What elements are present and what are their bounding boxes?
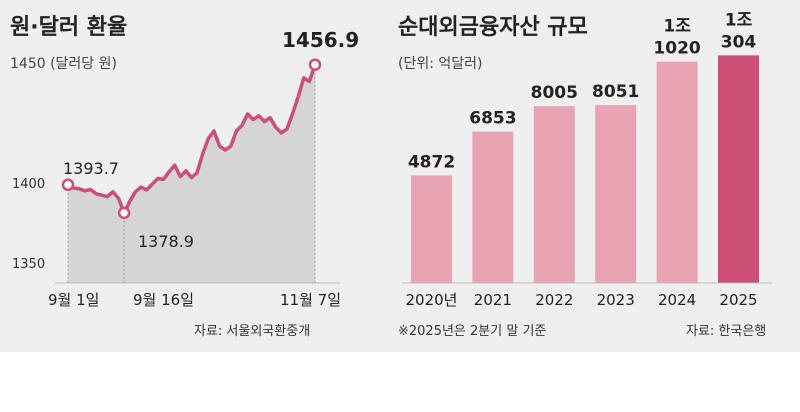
- x-tick-sep1: 9월 1일: [48, 291, 99, 309]
- bar-2025: [718, 55, 759, 283]
- exchange-rate-title: 원·달러 환율: [10, 15, 127, 40]
- bar-2021: [472, 131, 514, 283]
- y-tick-1350: 1350: [12, 257, 45, 272]
- bar-value-label-3-0: 8051: [592, 82, 639, 102]
- category-label-0: 2020년: [406, 291, 458, 309]
- bar-value-label-0-0: 4872: [408, 152, 455, 172]
- bar-value-label-1-0: 6853: [469, 109, 516, 129]
- y-tick-1400: 1400: [12, 177, 45, 192]
- bar-value-label-2-0: 8005: [531, 83, 578, 103]
- category-label-1: 2021: [474, 291, 512, 309]
- assets-source: 자료: 한국은행: [686, 323, 766, 339]
- exchange-rate-source: 자료: 서울외국환중개: [194, 324, 310, 339]
- point-marker-2: [308, 58, 322, 71]
- bar-value-label-5-0: 1조: [725, 10, 753, 30]
- net-foreign-assets-chart: 순대외금융자산 규모 (단위: 억달러) 4872 2020년 6853 2021 80…: [398, 10, 772, 339]
- point-marker-0: [61, 178, 75, 192]
- assets-note: ※2025년은 2분기 말 기준: [398, 324, 546, 339]
- category-label-3: 2023: [597, 291, 635, 309]
- annotation-low: 1378.9: [138, 232, 194, 251]
- bar-2022: [533, 106, 575, 284]
- exchange-rate-ylabel: 1450 (달러당 원): [10, 56, 117, 72]
- x-tick-sep16: 9월 16일: [133, 291, 194, 309]
- point-marker-1: [117, 206, 131, 220]
- exchange-rate-line: [66, 62, 317, 215]
- bar-value-label-5-1: 304: [721, 32, 757, 52]
- bar-2020년: [411, 175, 452, 283]
- bar-value-label-4-1: 1020: [653, 39, 700, 59]
- exchange-rate-area: [68, 64, 315, 283]
- x-tick-nov7: 11월 7일: [280, 291, 341, 309]
- annotation-peak: 1456.9: [282, 28, 359, 52]
- assets-unit: (단위: 억달러): [398, 56, 483, 72]
- category-label-4: 2024: [658, 291, 696, 309]
- bar-2023: [595, 105, 637, 283]
- bar-value-label-4-0: 1조: [663, 17, 691, 37]
- category-label-5: 2025: [719, 291, 757, 309]
- assets-title: 순대외금융자산 규모: [398, 15, 588, 40]
- category-label-2: 2022: [535, 291, 573, 309]
- annotation-start: 1393.7: [63, 159, 119, 178]
- bar-2024: [656, 61, 698, 283]
- exchange-rate-chart: 원·달러 환율 1450 (달러당 원) 1400 1350 1393.7 13…: [10, 15, 359, 339]
